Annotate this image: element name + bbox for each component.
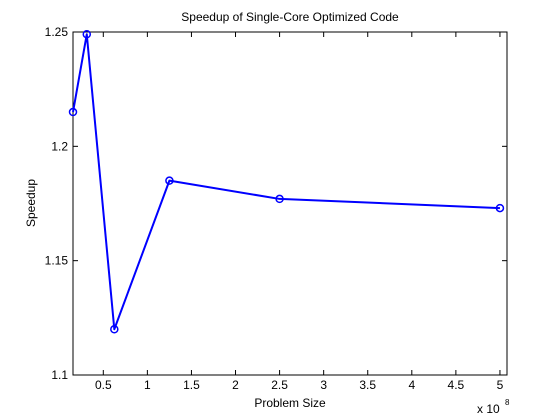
x-tick-label-1: 1 [144,378,151,392]
x-tick-label-2: 1.5 [183,378,200,392]
chart-title: Speedup of Single-Core Optimized Code [181,10,399,24]
data-point-0-5 [495,203,505,213]
y-tick-label-1: 1.15 [45,254,69,268]
series-layer [68,30,505,334]
x-tick-label-5: 3 [320,378,327,392]
x-tick-label-4: 2.5 [271,378,288,392]
y-tick-label-0: 1.1 [51,368,68,382]
plot-area [72,31,508,376]
x-tick-label-3: 2 [232,378,239,392]
x-scale-exponent: 8 [505,398,510,407]
x-axis-label: Problem Size [254,396,326,410]
ticks-layer: 0.5 1 1.5 2 2.5 3 3.5 4 4.5 5 1.1 1.15 1.2 1.25 [45,25,507,392]
x-tick-label-0: 0.5 [95,378,112,392]
data-point-0-1 [82,30,92,39]
data-point-0-3 [165,176,174,185]
y-tick-label-2: 1.2 [51,139,68,153]
data-point-0-2 [110,325,119,334]
x-scale-prefix: x 10 [477,402,500,416]
data-point-0-4 [275,194,284,204]
data-point-0-0 [68,107,78,117]
x-tick-label-6: 3.5 [359,378,376,392]
y-tick-label-3: 1.25 [45,25,69,39]
x-tick-label-8: 4.5 [448,378,465,392]
x-tick-label-9: 5 [497,378,504,392]
y-axis-label: Speedup [24,179,38,227]
x-tick-label-7: 4 [408,378,415,392]
series-line-0 [72,33,500,331]
